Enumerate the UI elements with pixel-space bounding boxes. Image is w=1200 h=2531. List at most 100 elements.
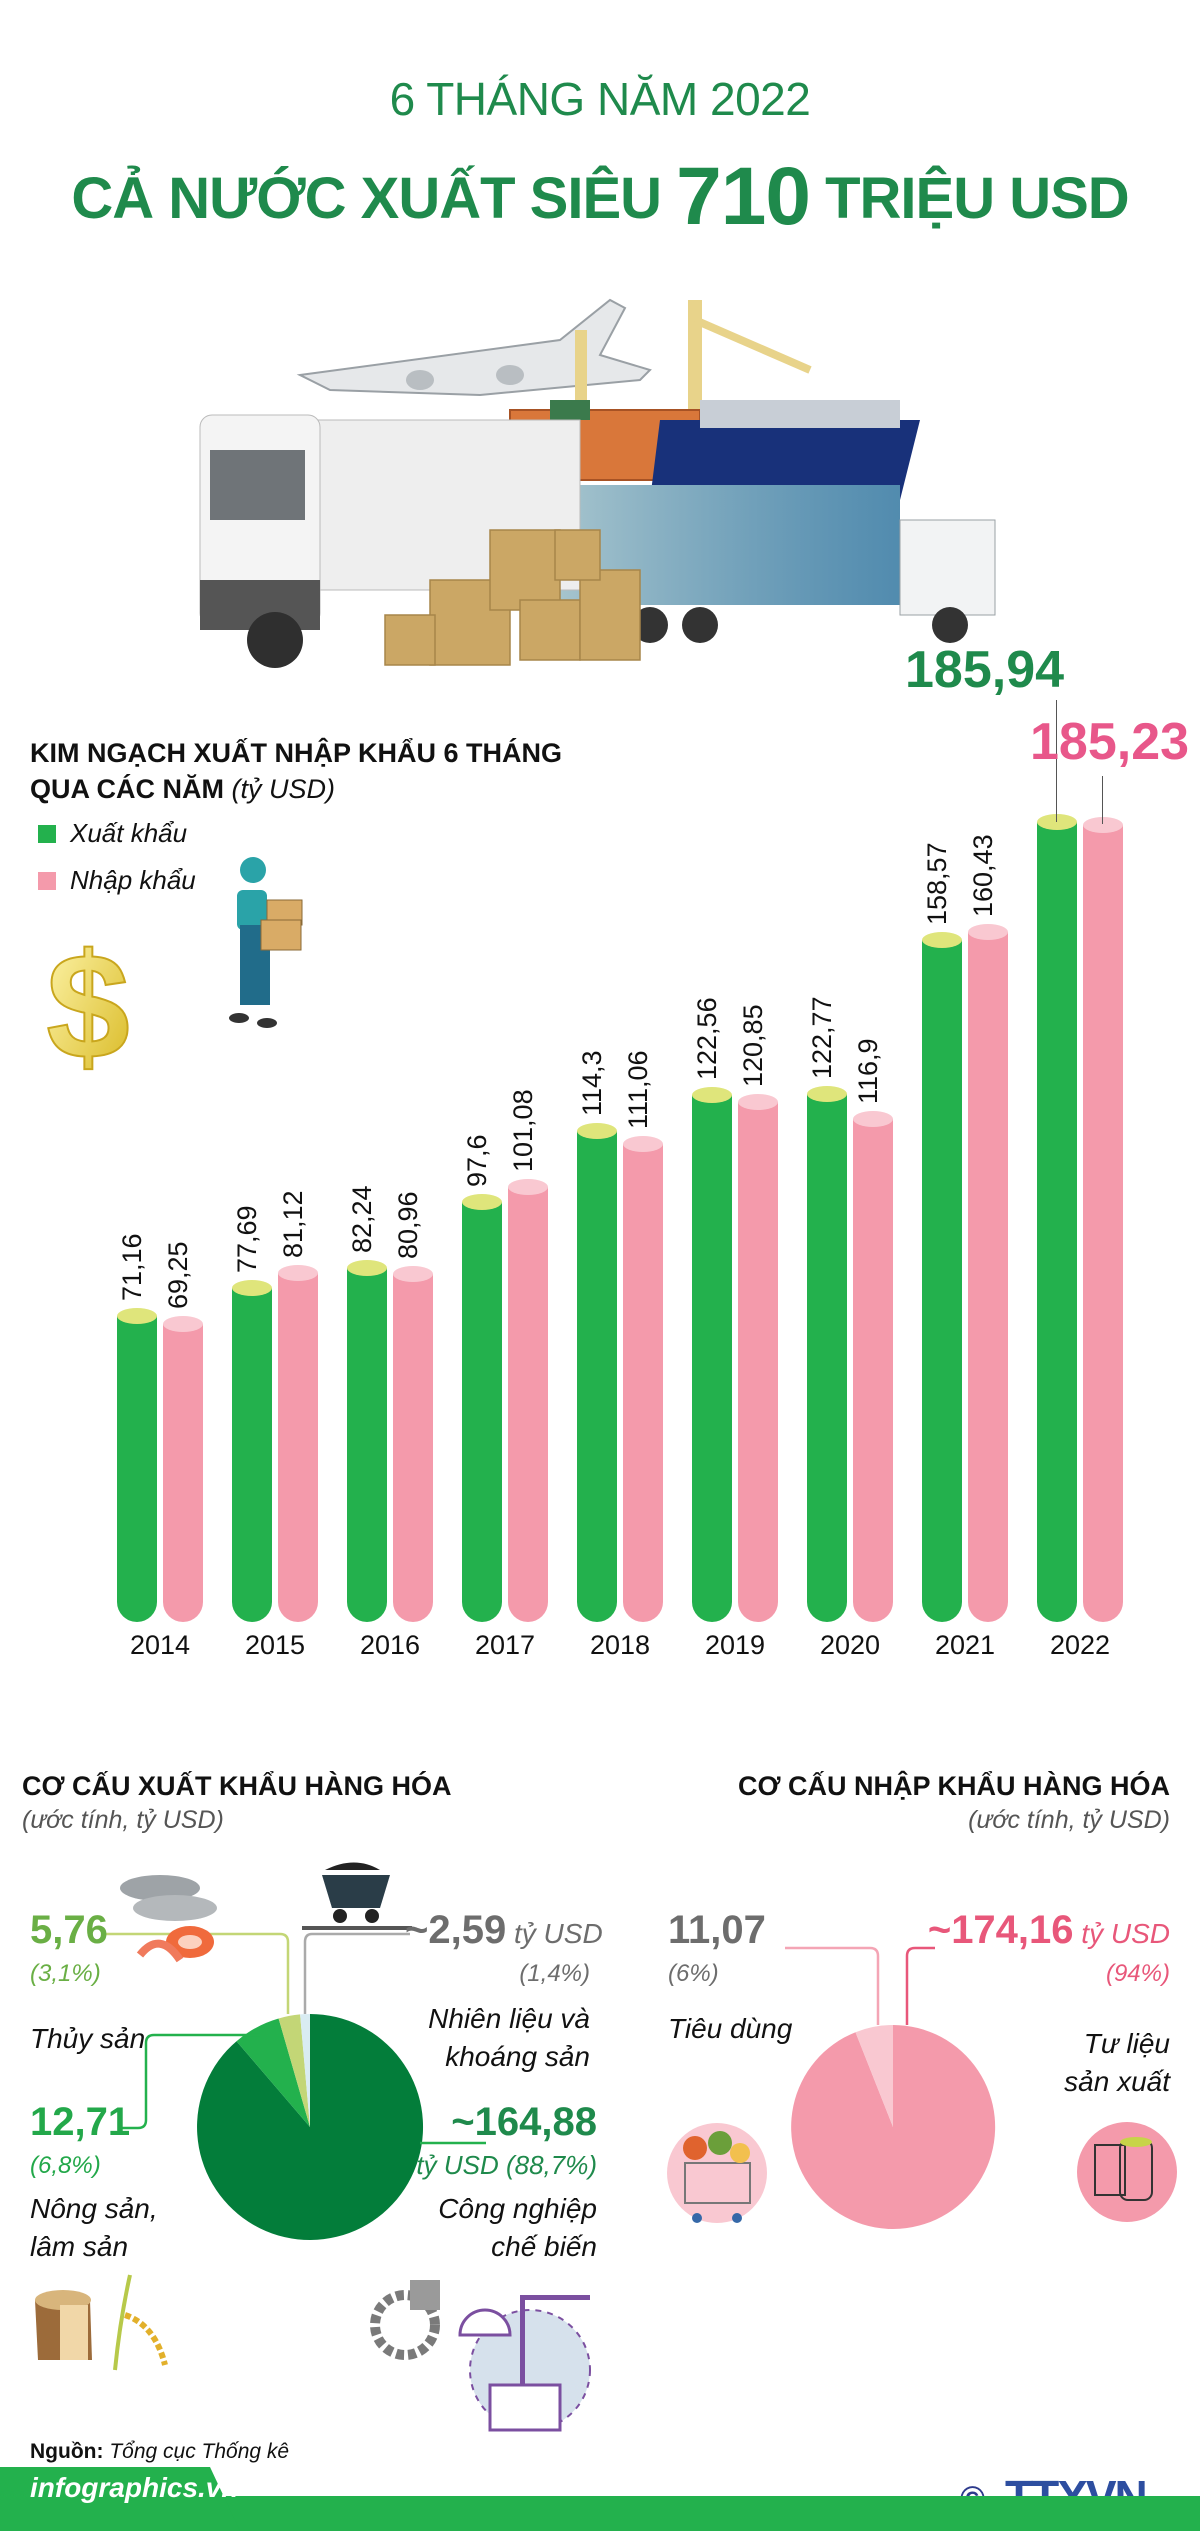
bar-chart-title-line1: KIM NGẠCH XUẤT NHẬP KHẨU 6 THÁNG: [30, 738, 563, 768]
production-label-line1: Tư liệu: [1083, 2028, 1170, 2059]
value-export-2019: 122,56: [692, 997, 722, 1080]
consumer-percent: (6%): [668, 1960, 719, 1987]
value-export-2016: 82,24: [347, 1185, 377, 1253]
import-structure-title: CƠ CẤU NHẬP KHẨU HÀNG HÓA: [737, 1771, 1170, 1801]
wood-rice-icon: [35, 2274, 168, 2371]
bar-import-2021: [968, 924, 1008, 1622]
agriculture-label: Nông sản, lâm sản: [30, 2190, 158, 2266]
cardboard-boxes-icon: [384, 529, 641, 666]
value-import-2019: 120,85: [738, 1004, 768, 1087]
manufacturing-label-line1: Công nghiệp: [438, 2193, 597, 2224]
consumer-label: Tiêu dùng: [668, 2013, 793, 2044]
agriculture-label-line2: lâm sản: [30, 2231, 129, 2262]
seafood-icon: [120, 1875, 217, 1963]
year-label: 2014: [129, 1630, 191, 1660]
legend-swatch-export: [38, 824, 56, 843]
fuel-unit: tỷ USD: [506, 1918, 603, 1949]
production-value: ~174,16: [927, 1908, 1074, 1952]
year-label: 2018: [589, 1630, 651, 1660]
bar-export-2020: [807, 1086, 847, 1622]
bar-import-2014: [163, 1316, 203, 1622]
bar-export-2016: [347, 1260, 387, 1622]
import-pie-chart: [785, 1946, 996, 2229]
airplane-icon: [296, 298, 652, 397]
bar-import-2016: [393, 1266, 433, 1622]
year-label: 2021: [934, 1630, 996, 1660]
legend-import: Nhập khẩu: [38, 865, 196, 896]
footer-tab: [0, 2467, 240, 2531]
export-slice-manufacturing: [197, 2013, 424, 2241]
leader-production: [905, 1946, 935, 2025]
production-value-group: ~174,16 tỷ USD: [928, 1908, 1170, 1953]
bar-export-2018: [577, 1123, 617, 1622]
logistics-illustration: [199, 298, 996, 668]
leader-line-import-2022: [1102, 776, 1103, 824]
value-import-2015: 81,12: [278, 1190, 308, 1258]
year-label: 2022: [1049, 1630, 1111, 1660]
legend-label-import: Nhập khẩu: [70, 865, 196, 895]
fuel-label: Nhiên liệu và khoáng sản: [428, 2000, 590, 2076]
value-export-2021: 158,57: [922, 842, 952, 925]
cargo-ship-icon: [650, 420, 920, 500]
legend-swatch-import: [38, 871, 56, 890]
export-slice-seafood: [278, 2014, 310, 2127]
year-label: 2016: [359, 1630, 421, 1660]
seafood-value: 5,76: [30, 1908, 108, 1952]
bar-chart-unit: (tỷ USD): [231, 774, 336, 804]
leader-agriculture: [122, 2033, 260, 2130]
fuel-percent: (1,4%): [519, 1960, 590, 1987]
manufacturing-label: Công nghiệp chế biến: [438, 2190, 597, 2266]
value-import-2020: 116,9: [853, 1038, 883, 1104]
bar-import-2015: [278, 1265, 318, 1622]
value-export-2015: 77,69: [232, 1205, 262, 1273]
value-import-2016: 80,96: [393, 1191, 423, 1259]
bar-export-2014: [117, 1308, 157, 1622]
production-percent: (94%): [1105, 1960, 1170, 1987]
bar-import-2017: [508, 1179, 548, 1622]
bar-chart-title: KIM NGẠCH XUẤT NHẬP KHẨU 6 THÁNG QUA CÁC…: [30, 735, 562, 807]
value-import-2014: 69,25: [163, 1241, 193, 1309]
bar-chart-title-text: QUA CÁC NĂM: [30, 774, 232, 804]
seafood-percent: (3,1%): [30, 1960, 101, 1987]
headline-pre: CẢ NƯỚC XUẤT SIÊU: [71, 166, 677, 231]
bar-import-2022: [1083, 817, 1123, 1622]
bar-export-2021: [922, 932, 962, 1622]
value-export-2014: 71,16: [117, 1233, 147, 1301]
site-link[interactable]: infographics.vn: [30, 2472, 239, 2503]
leader-fuel: [303, 1932, 410, 2014]
headline-top: 6 THÁNG NĂM 2022: [389, 73, 811, 125]
value-import-2021: 160,43: [968, 834, 998, 917]
consumer-value: 11,07: [668, 1908, 766, 1952]
agriculture-label-line1: Nông sản,: [30, 2193, 158, 2224]
production-label-line2: sản xuất: [1064, 2066, 1170, 2097]
export-slice-agriculture: [236, 2018, 310, 2127]
industry-gear-icon: [370, 2280, 591, 2432]
export-slice-fuel: [300, 2013, 310, 2127]
value-import-2022: 185,23: [1030, 713, 1190, 771]
seafood-label: Thủy sản: [30, 2023, 146, 2054]
import-slice-production: [791, 2024, 996, 2229]
year-label: 2017: [474, 1630, 536, 1660]
bar-export-2019: [692, 1087, 732, 1622]
source-label: Nguồn:: [30, 2440, 104, 2463]
source-note: Nguồn: Tổng cục Thống kê: [30, 2440, 289, 2464]
leader-line-export-2022: [1056, 700, 1057, 822]
production-label: Tư liệu sản xuất: [1064, 2025, 1170, 2101]
legend-export: Xuất khẩu: [38, 818, 187, 849]
leader-consumer: [785, 1946, 880, 2025]
shopping-cart-icon: [667, 2123, 767, 2223]
fuel-label-line1: Nhiên liệu và: [428, 2003, 590, 2034]
manufacturing-label-line2: chế biến: [491, 2231, 597, 2262]
bar-export-2015: [232, 1280, 272, 1622]
value-export-2022: 185,94: [905, 641, 1065, 699]
year-label: 2020: [819, 1630, 881, 1660]
production-materials-icon: [1077, 2122, 1177, 2222]
bar-import-2019: [738, 1094, 778, 1622]
value-import-2017: 101,08: [508, 1089, 538, 1172]
fuel-label-line2: khoáng sản: [445, 2041, 590, 2072]
dollar-icon: $: [45, 928, 130, 1078]
manufacturing-unit-percent: tỷ USD (88,7%): [416, 2150, 597, 2180]
export-structure-title: CƠ CẤU XUẤT KHẨU HÀNG HÓA: [22, 1771, 452, 1801]
import-slice-consumer: [855, 2025, 893, 2127]
fuel-value-group: ~2,59 tỷ USD: [405, 1908, 603, 1953]
